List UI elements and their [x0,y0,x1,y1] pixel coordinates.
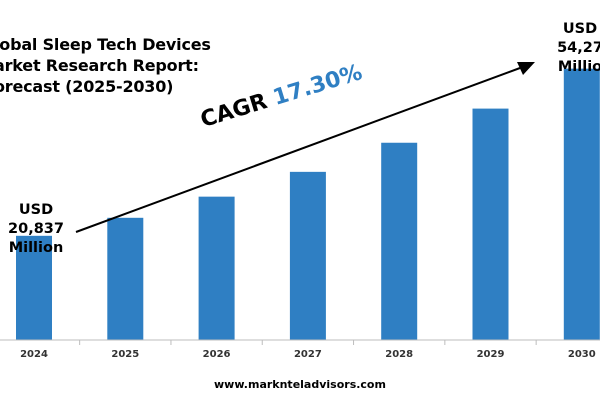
cagr-trend-arrow [75,62,535,233]
chart-title-line-3: orecast (2025-2030) [0,77,174,96]
start-value: 20,837 [8,221,64,237]
x-tick-label-2024: 2024 [20,349,48,360]
x-tick-label-2028: 2028 [385,349,413,360]
bar-2030 [563,68,600,341]
end-currency: USD [562,21,598,37]
bar-2027 [289,171,326,340]
x-tick-label-2027: 2027 [294,349,322,360]
end-value: 54,27 [557,40,600,56]
bar-2026 [198,196,235,340]
end-value-label: USD 54,27 Millio [540,20,600,77]
x-tick-label-2026: 2026 [203,349,231,360]
end-unit: Millio [557,59,600,75]
x-tick-label-2029: 2029 [477,349,505,360]
start-value-label: USD 20,837 Million [6,201,66,258]
chart-title: lobal Sleep Tech Devices arket Research … [0,34,224,97]
bar-2025 [107,217,144,340]
x-tick-label-2025: 2025 [111,349,139,360]
start-unit: Million [8,240,64,256]
bar-2029 [472,108,509,340]
bar-2028 [381,142,418,340]
x-tick-label-2030: 2030 [568,349,596,360]
bar-2024 [16,235,52,340]
chart-title-line-2: arket Research Report: [0,56,199,75]
start-currency: USD [18,202,54,218]
footer-website: www.marknteladvisors.com [214,378,386,391]
chart-title-line-1: lobal Sleep Tech Devices [0,35,211,54]
